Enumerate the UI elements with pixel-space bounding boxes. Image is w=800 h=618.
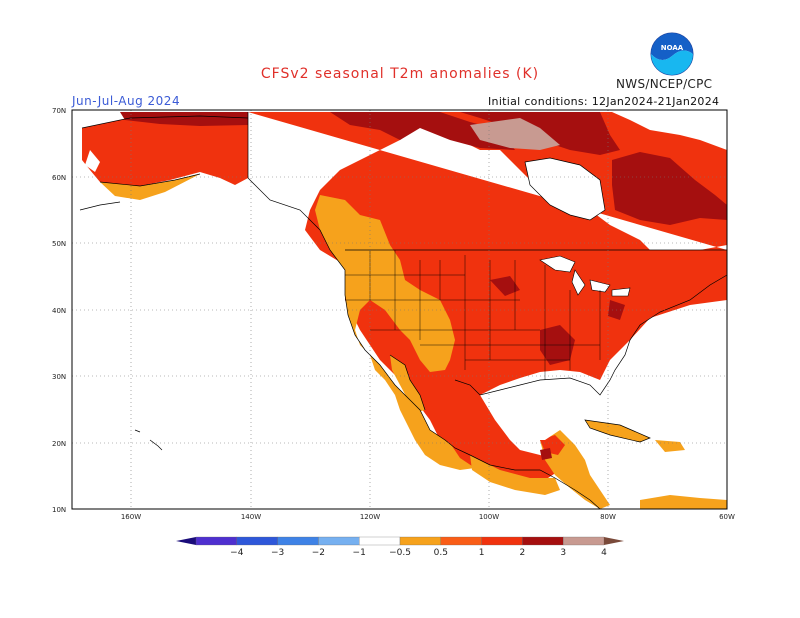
anomaly-fill xyxy=(72,110,727,509)
lon-label: 160W xyxy=(121,513,141,521)
region-baja xyxy=(390,355,425,412)
region-south-america-edge xyxy=(640,495,727,509)
colorbar-label: −0.5 xyxy=(389,548,411,558)
region-west-orange xyxy=(315,195,475,470)
lat-label: 30N xyxy=(52,373,66,381)
forecast-period: Jun-Jul-Aug 2024 xyxy=(72,94,181,108)
region-arctic-pink xyxy=(470,118,560,150)
region-mexico xyxy=(425,378,560,480)
colorbar-cell xyxy=(563,536,605,546)
region-arctic-darkred xyxy=(330,112,515,150)
lat-label: 70N xyxy=(52,107,66,115)
lon-label: 120W xyxy=(360,513,380,521)
region-greenland-edge xyxy=(612,112,727,150)
grid-lines xyxy=(72,110,727,509)
colorbar-cell xyxy=(195,536,237,546)
colorbar-label: −1 xyxy=(353,548,366,558)
map-frame xyxy=(71,109,728,510)
colorbar-arrow-high xyxy=(604,537,624,545)
colorbar-cell xyxy=(399,536,441,546)
colorbar-label: −3 xyxy=(271,548,284,558)
colorbar-arrow-low xyxy=(176,537,196,545)
initial-conditions: Initial conditions: 12Jan2024-21Jan2024 xyxy=(488,95,720,108)
region-darkred-patch-2 xyxy=(490,276,520,296)
noaa-logo: NOAA xyxy=(650,32,694,80)
colorbar-cell xyxy=(236,536,278,546)
region-cuba xyxy=(585,420,650,442)
colorbar-label: 0.5 xyxy=(434,548,448,558)
colorbar-cell xyxy=(318,536,360,546)
lat-label: 50N xyxy=(52,240,66,248)
lat-label: 10N xyxy=(52,506,66,514)
lat-label: 60N xyxy=(52,174,66,182)
region-alaska xyxy=(82,116,248,190)
region-darkred-patch-4 xyxy=(540,448,552,460)
chart-title: CFSv2 seasonal T2m anomalies (K) xyxy=(260,66,540,82)
colorbar-cell xyxy=(359,536,401,546)
agency-label: NWS/NCEP/CPC xyxy=(616,77,713,91)
logo-text: NOAA xyxy=(661,44,684,52)
colorbar-label: 3 xyxy=(560,548,566,558)
region-alaska-coast xyxy=(100,174,200,200)
colorbar-label: −4 xyxy=(230,548,244,558)
lon-label: 100W xyxy=(479,513,499,521)
region-hispaniola xyxy=(655,440,685,452)
colorbar-cell xyxy=(522,536,564,546)
great-lakes xyxy=(539,255,631,297)
longitude-labels: 160W 140W 120W 100W 80W 60W xyxy=(121,513,735,521)
region-hudson-bay xyxy=(525,158,605,220)
colorbar: −4 −3 −2 −1 −0.5 0.5 1 2 3 4 xyxy=(176,536,624,558)
region-labrador-darkred xyxy=(612,152,727,225)
lon-label: 80W xyxy=(600,513,616,521)
colorbar-cell xyxy=(277,536,319,546)
region-alaska-north xyxy=(120,112,248,126)
lon-label: 60W xyxy=(719,513,735,521)
region-mexico-south-orange xyxy=(470,455,560,495)
colorbar-label: 1 xyxy=(479,548,485,558)
gulf-of-mexico xyxy=(500,378,600,440)
coastlines xyxy=(79,112,727,509)
colorbar-cell xyxy=(481,536,523,546)
latitude-labels: 70N 60N 50N 40N 30N 20N 10N xyxy=(52,107,66,514)
colorbar-label: 2 xyxy=(520,548,526,558)
lon-label: 140W xyxy=(241,513,261,521)
colorbar-cell xyxy=(440,536,482,546)
lat-label: 40N xyxy=(52,307,66,315)
lat-label: 20N xyxy=(52,440,66,448)
colorbar-label: −2 xyxy=(312,548,325,558)
colorbar-label: 4 xyxy=(601,548,607,558)
region-alaska-sw xyxy=(85,150,100,172)
